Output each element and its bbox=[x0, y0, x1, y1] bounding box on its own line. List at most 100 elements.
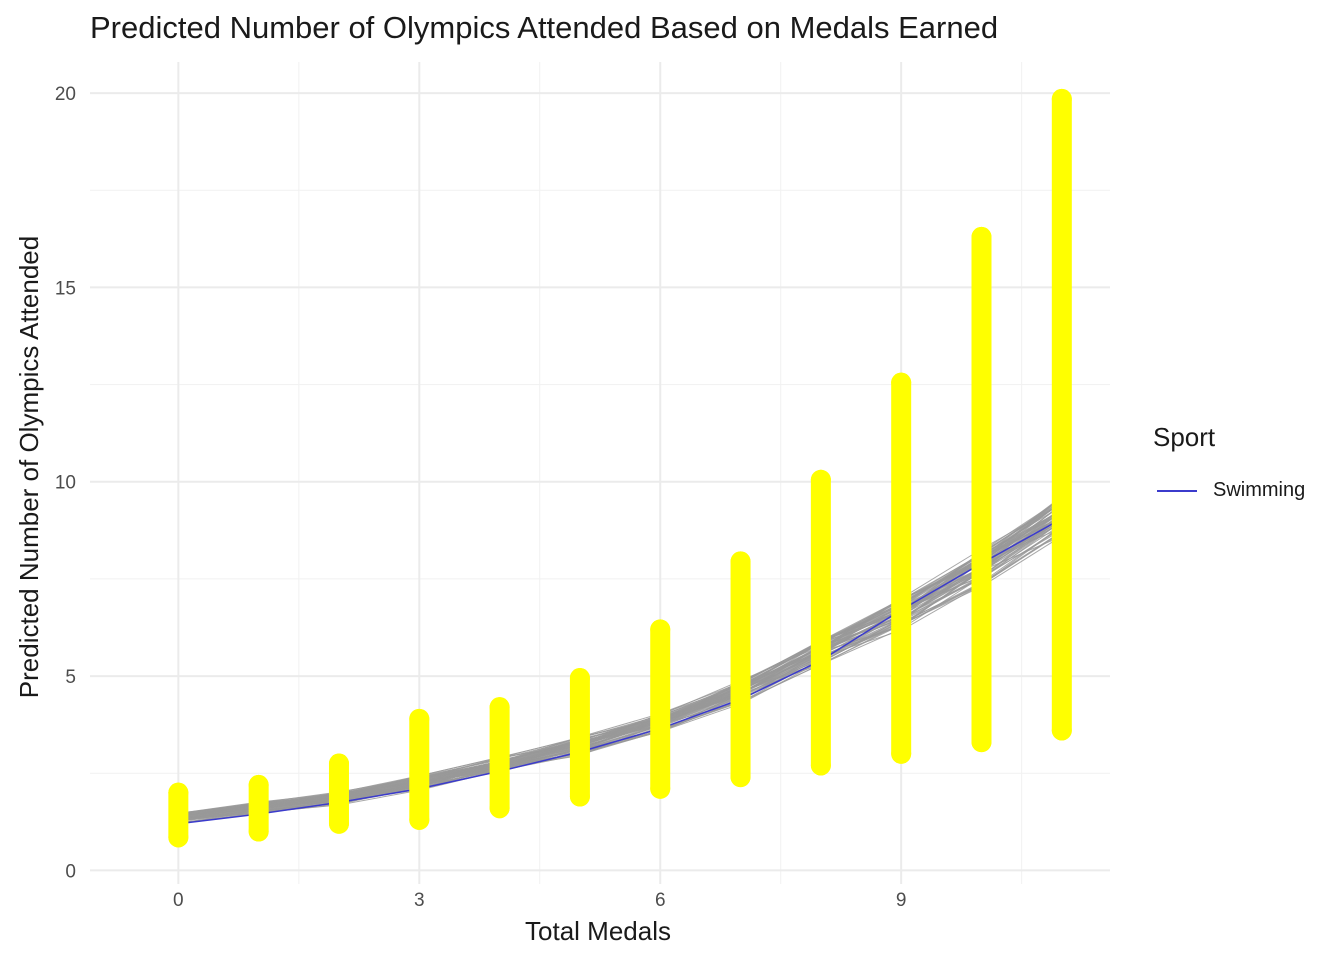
legend-key-line bbox=[1157, 490, 1197, 492]
prediction-point-max bbox=[971, 226, 992, 247]
prediction-point-min bbox=[650, 778, 671, 799]
prediction-point-min bbox=[1051, 720, 1072, 741]
simulated-draw-line bbox=[178, 501, 1063, 816]
simulated-draw-line bbox=[178, 518, 1063, 817]
prediction-point-max bbox=[168, 782, 189, 803]
simulated-draw-line bbox=[178, 521, 1063, 820]
simulated-draw-line bbox=[178, 496, 1063, 814]
simulated-draw-line bbox=[178, 525, 1063, 821]
simulated-draw-line bbox=[178, 521, 1063, 822]
simulated-draw-line bbox=[178, 512, 1063, 816]
prediction-point-min bbox=[730, 767, 751, 788]
prediction-point-max bbox=[409, 708, 430, 729]
prediction-point-min bbox=[569, 786, 590, 807]
simulated-draw-line bbox=[178, 512, 1063, 815]
prediction-point-min bbox=[168, 827, 189, 848]
simulated-draw-line bbox=[178, 511, 1063, 816]
prediction-point-min bbox=[971, 732, 992, 753]
legend-title: Sport bbox=[1153, 422, 1216, 452]
x-tick-label: 9 bbox=[896, 890, 907, 911]
simulated-draw-line bbox=[178, 512, 1063, 814]
prediction-point-max bbox=[1051, 88, 1072, 109]
simulated-draw-line bbox=[178, 509, 1063, 819]
grid-major-lines bbox=[90, 62, 1110, 884]
legend-item-swimming: Swimming bbox=[1153, 477, 1344, 507]
prediction-point-max bbox=[650, 619, 671, 640]
prediction-point-min bbox=[489, 798, 510, 819]
axis-tick-labels: 0 3 6 9 0 5 10 15 20 bbox=[55, 84, 907, 911]
simulated-draw-line bbox=[178, 498, 1063, 814]
simulated-draw-line bbox=[178, 505, 1063, 819]
series-line-swimming bbox=[178, 518, 1063, 825]
prediction-point-max bbox=[328, 753, 349, 774]
prediction-point-max bbox=[730, 551, 751, 572]
simulated-draw-line bbox=[178, 505, 1063, 814]
simulated-draw-line bbox=[178, 498, 1063, 817]
prediction-point-max bbox=[891, 372, 912, 393]
simulated-draw-line bbox=[178, 511, 1063, 817]
simulated-draw-line bbox=[178, 500, 1063, 815]
x-tick-label: 0 bbox=[173, 890, 184, 911]
prediction-point-min bbox=[248, 821, 269, 842]
x-axis-title: Total Medals bbox=[525, 916, 671, 946]
simulated-draw-line bbox=[178, 501, 1063, 817]
chart-title: Predicted Number of Olympics Attended Ba… bbox=[90, 10, 999, 45]
simulated-draw-line bbox=[178, 527, 1063, 822]
prediction-point-min bbox=[891, 743, 912, 764]
simulated-draw-line bbox=[178, 523, 1063, 820]
simulated-draw-line bbox=[178, 510, 1063, 817]
simulated-draw-line bbox=[178, 527, 1063, 818]
simulated-draw-line bbox=[178, 515, 1063, 815]
simulated-draw-line bbox=[178, 522, 1063, 821]
simulated-draw-line bbox=[178, 520, 1063, 818]
simulated-draw-line bbox=[178, 515, 1063, 817]
simulated-draw-line bbox=[178, 525, 1063, 823]
simulated-draw-line bbox=[178, 519, 1063, 821]
legend: Sport Swimming bbox=[1153, 422, 1305, 501]
grid-minor-lines bbox=[90, 62, 1110, 884]
y-axis-title: Predicted Number of Olympics Attended bbox=[14, 236, 44, 698]
y-tick-label: 0 bbox=[65, 861, 76, 882]
simulated-draw-line bbox=[178, 509, 1063, 816]
y-tick-label: 15 bbox=[55, 278, 76, 299]
simulated-draw-line bbox=[178, 500, 1063, 817]
prediction-point-min bbox=[328, 813, 349, 834]
x-tick-label: 3 bbox=[414, 890, 425, 911]
prediction-point-max bbox=[489, 697, 510, 718]
prediction-point-max bbox=[569, 668, 590, 689]
simulated-draw-line bbox=[178, 496, 1063, 818]
simulated-draw-line bbox=[178, 502, 1063, 818]
simulated-draw-line bbox=[178, 503, 1063, 818]
simulated-draw-line bbox=[178, 502, 1063, 819]
prediction-point-max bbox=[248, 774, 269, 795]
prediction-point-max bbox=[810, 469, 831, 490]
simulated-draw-line bbox=[178, 502, 1063, 815]
simulated-draw-line bbox=[178, 507, 1063, 816]
simulated-draw-line bbox=[178, 532, 1063, 824]
prediction-point-min bbox=[409, 809, 430, 830]
prediction-points bbox=[168, 88, 1072, 848]
legend-label: Swimming bbox=[1213, 479, 1306, 501]
x-tick-label: 6 bbox=[655, 890, 666, 911]
simulated-draw-line bbox=[178, 496, 1063, 818]
simulated-draw-line bbox=[178, 515, 1063, 818]
simulated-draw-line bbox=[178, 516, 1063, 821]
simulated-draw-line bbox=[178, 503, 1063, 816]
simulated-draw-line bbox=[178, 501, 1063, 819]
simulated-draw-line bbox=[178, 509, 1063, 818]
y-tick-label: 10 bbox=[55, 473, 76, 494]
y-tick-label: 5 bbox=[65, 667, 76, 688]
simulated-draw-line bbox=[178, 511, 1063, 818]
simulated-draw-line bbox=[178, 520, 1063, 817]
simulated-draw-line bbox=[178, 518, 1063, 821]
simulated-draw-line bbox=[178, 517, 1063, 817]
simulated-draw-line bbox=[178, 509, 1063, 816]
simulated-draw-line bbox=[178, 514, 1063, 820]
simulated-draw-lines bbox=[178, 496, 1063, 824]
series-lines bbox=[178, 518, 1063, 825]
y-tick-label: 20 bbox=[55, 84, 76, 105]
simulated-draw-line bbox=[178, 512, 1063, 822]
simulated-draw-line bbox=[178, 502, 1063, 816]
simulated-draw-line bbox=[178, 519, 1063, 821]
